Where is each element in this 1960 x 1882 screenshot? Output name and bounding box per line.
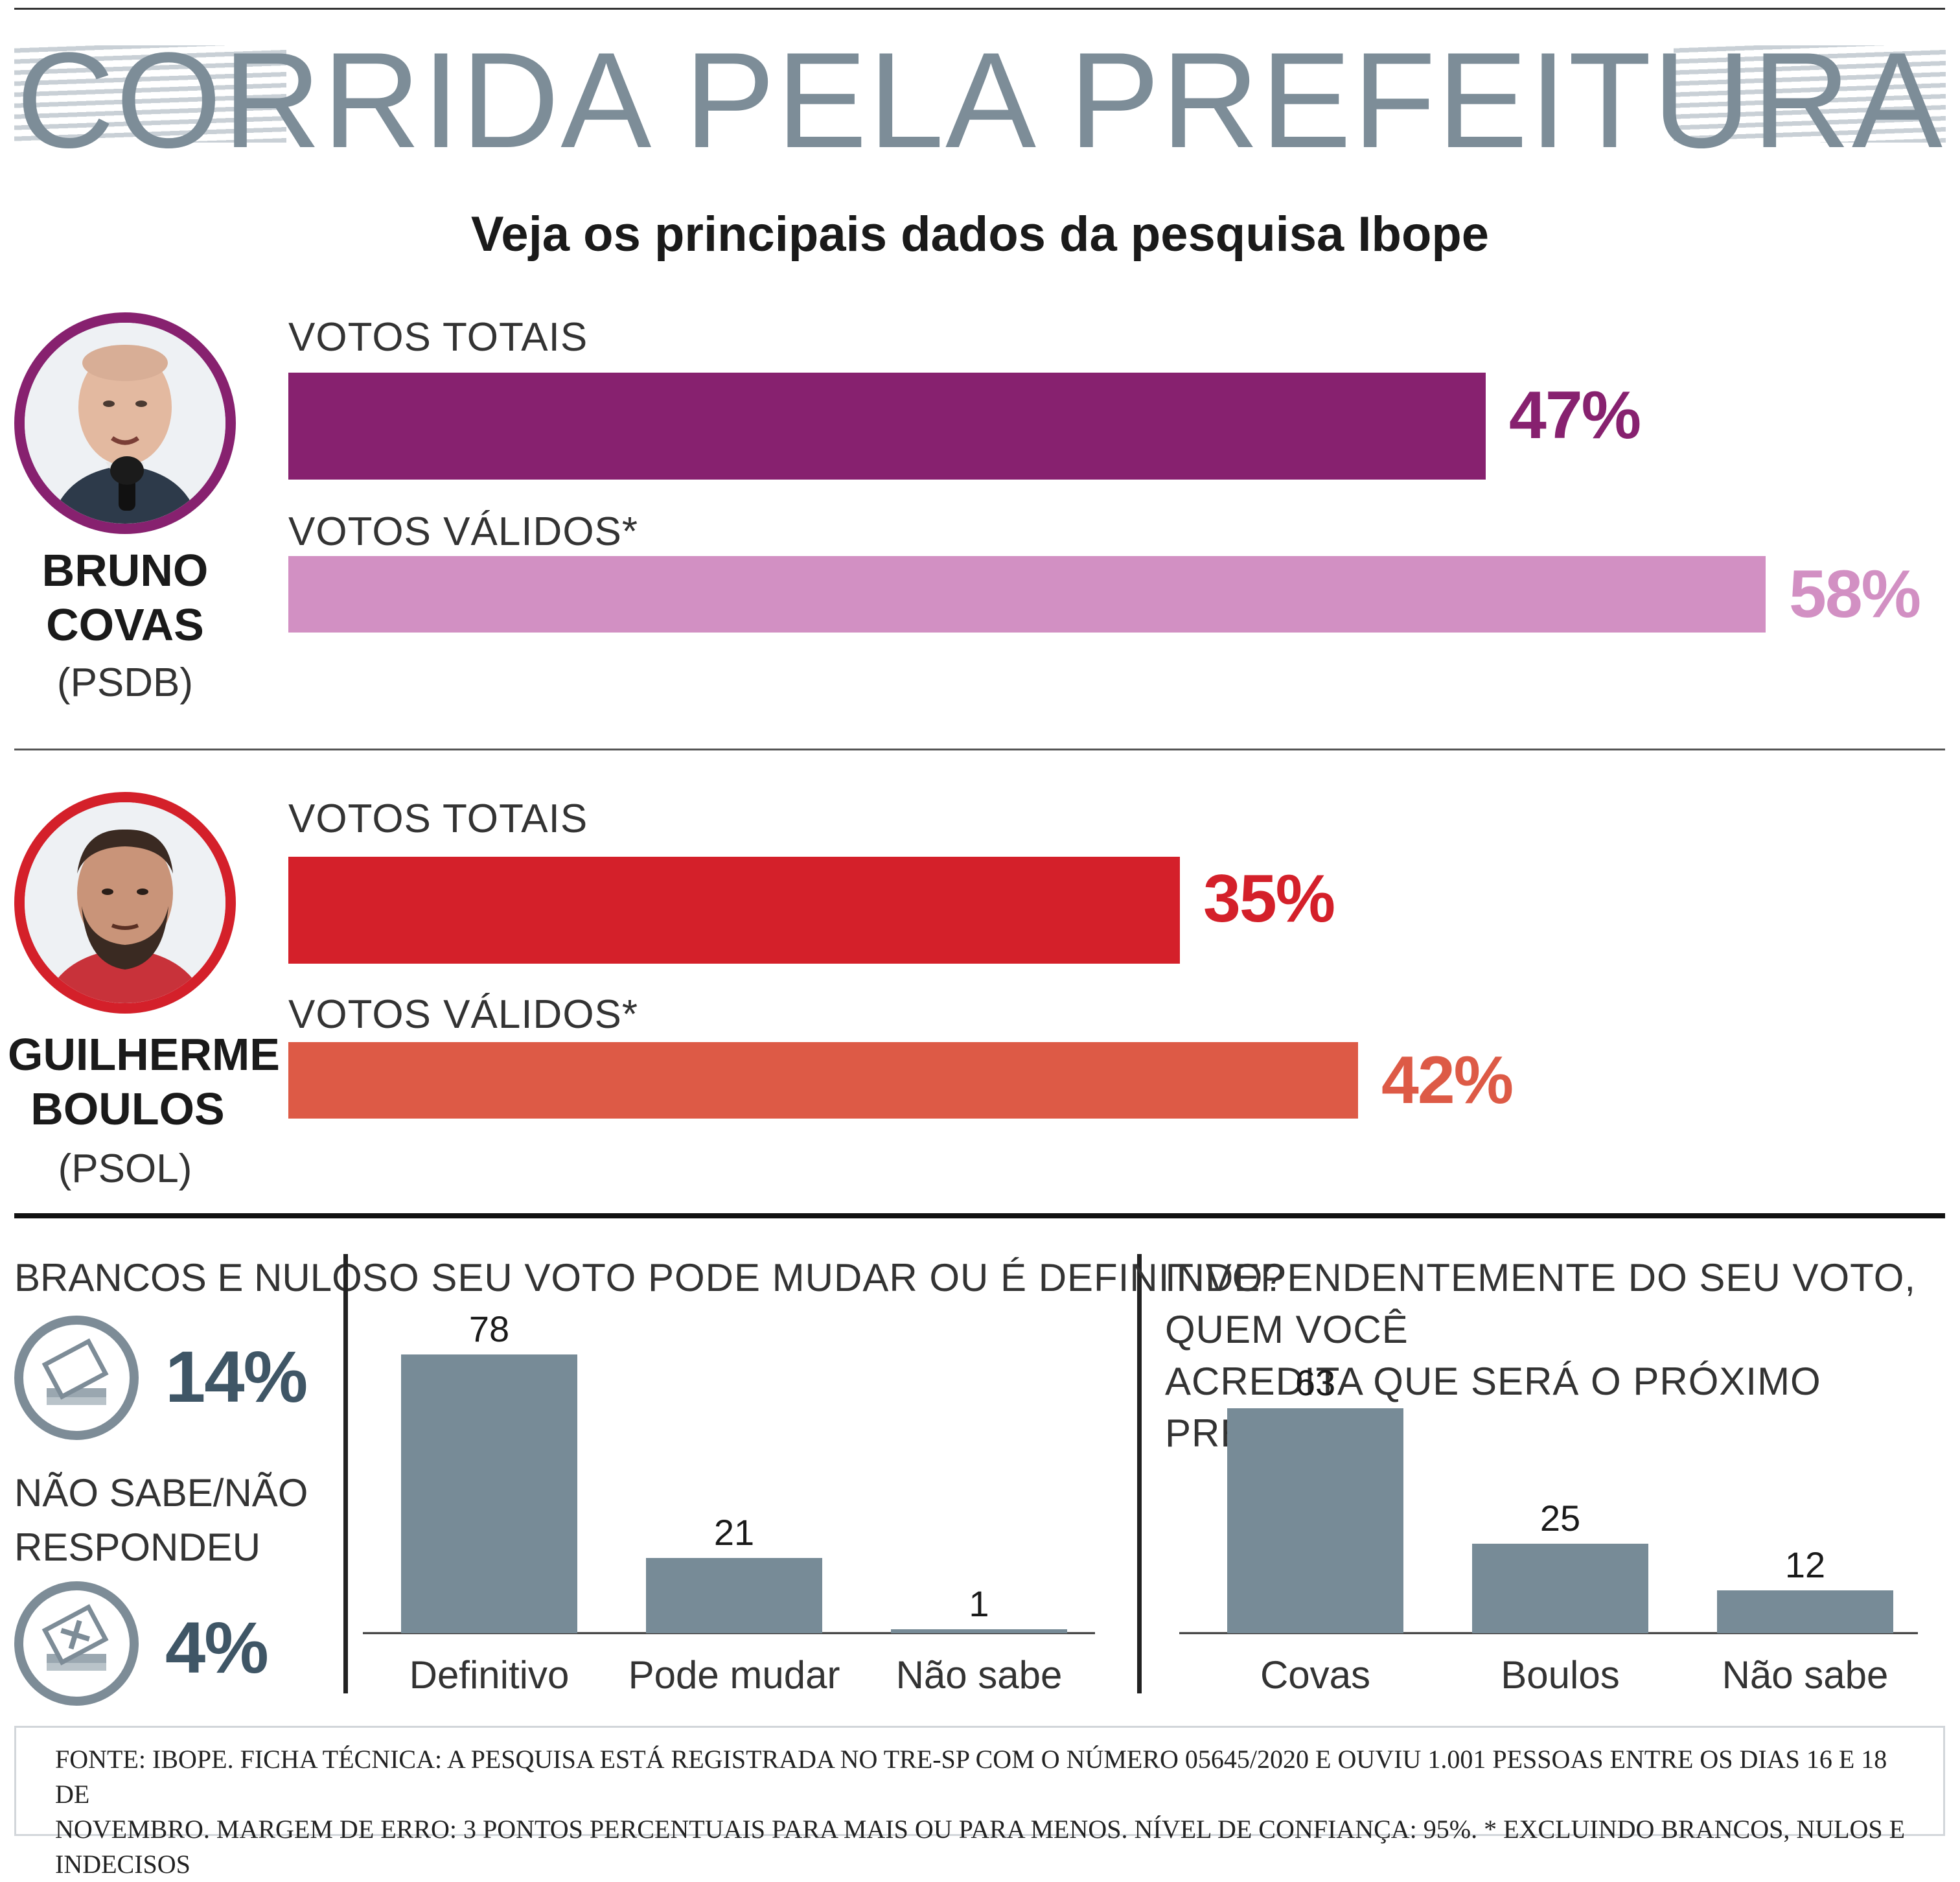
page-title: CORRIDA PELA PREFEITURA bbox=[16, 24, 1944, 176]
brancos-label: BRANCOS E NULOS bbox=[14, 1256, 388, 1299]
section-divider bbox=[14, 749, 1945, 750]
boulos-validos-bar bbox=[288, 1042, 1358, 1119]
covas-totais-label: VOTOS TOTAIS bbox=[288, 315, 588, 360]
boulos-totais-bar bbox=[288, 857, 1180, 964]
footer-line2: NOVEMBRO. MARGEM DE ERRO: 3 PONTOS PERCE… bbox=[55, 1815, 1906, 1879]
boulos-name-line2: BOULOS bbox=[30, 1084, 225, 1134]
covas-avatar bbox=[14, 312, 236, 534]
data-label: 63 bbox=[1295, 1362, 1335, 1403]
nao-sabe-label-line1: NÃO SABE/NÃO bbox=[14, 1471, 308, 1515]
q2-title-line1: INDEPENDENTEMENTE DO SEU VOTO, QUEM VOCÊ bbox=[1165, 1256, 1917, 1351]
covas-name: BRUNO COVAS bbox=[14, 543, 236, 652]
boulos-totais-value: 35% bbox=[1203, 861, 1335, 936]
covas-name-line2: COVAS bbox=[46, 599, 204, 650]
covas-portrait-icon bbox=[25, 323, 225, 524]
category-label: Não sabe bbox=[896, 1653, 1063, 1697]
bar-pode-mudar bbox=[646, 1558, 822, 1633]
boulos-name-line1: GUILHERME bbox=[8, 1029, 280, 1080]
bar-covas bbox=[1227, 1408, 1403, 1633]
top-rule bbox=[14, 8, 1945, 10]
category-label: Definitivo bbox=[409, 1653, 570, 1697]
covas-validos-value: 58% bbox=[1789, 557, 1921, 632]
data-label: 1 bbox=[969, 1583, 989, 1624]
page-subtitle: Veja os principais dados da pesquisa Ibo… bbox=[470, 207, 1490, 262]
covas-validos-bar bbox=[288, 556, 1766, 633]
q2-chart: 63 Covas 25 Boulos 12 Não sabe bbox=[1179, 1362, 1918, 1697]
bar-definitivo bbox=[401, 1354, 577, 1633]
category-label: Não sabe bbox=[1722, 1653, 1889, 1697]
column-divider-2 bbox=[1137, 1254, 1142, 1693]
q1-title: O SEU VOTO PODE MUDAR OU É DEFINITIVO? bbox=[389, 1256, 1286, 1299]
boulos-validos-label: VOTOS VÁLIDOS* bbox=[288, 992, 639, 1037]
footer-text: FONTE: IBOPE. FICHA TÉCNICA: A PESQUISA … bbox=[55, 1742, 1921, 1882]
category-label: Pode mudar bbox=[628, 1653, 840, 1697]
bottom-section-rule bbox=[14, 1213, 1945, 1218]
title-stripes-left bbox=[14, 45, 286, 143]
column-divider-1 bbox=[343, 1254, 348, 1693]
nao-sabe-label-line2: RESPONDEU bbox=[14, 1526, 261, 1569]
data-label: 78 bbox=[469, 1308, 509, 1349]
ballot-box-icon bbox=[14, 1316, 139, 1440]
covas-totais-bar bbox=[288, 373, 1486, 480]
footer-box bbox=[14, 1726, 1945, 1836]
category-label: Boulos bbox=[1501, 1653, 1619, 1697]
covas-party: (PSDB) bbox=[56, 660, 194, 705]
bar-n-o-sabe bbox=[1717, 1590, 1893, 1633]
covas-name-line1: BRUNO bbox=[41, 545, 209, 596]
covas-totais-value: 47% bbox=[1509, 378, 1641, 453]
boulos-name: GUILHERME BOULOS bbox=[8, 1027, 280, 1136]
data-label: 21 bbox=[714, 1512, 754, 1553]
category-label: Covas bbox=[1260, 1653, 1370, 1697]
q1-chart: 78 Definitivo 21 Pode mudar 1 Não sabe bbox=[363, 1308, 1095, 1697]
bar-boulos bbox=[1472, 1544, 1648, 1633]
title-stripes-right bbox=[1674, 45, 1946, 143]
data-label: 12 bbox=[1785, 1544, 1825, 1585]
bar-n-o-sabe bbox=[891, 1629, 1067, 1633]
boulos-totais-label: VOTOS TOTAIS bbox=[288, 796, 588, 841]
boulos-party: (PSOL) bbox=[58, 1146, 192, 1191]
ballot-x-icon bbox=[14, 1581, 139, 1706]
boulos-validos-value: 42% bbox=[1381, 1043, 1514, 1118]
footer-line1: FONTE: IBOPE. FICHA TÉCNICA: A PESQUISA … bbox=[55, 1745, 1887, 1809]
boulos-avatar bbox=[14, 792, 236, 1014]
boulos-portrait-icon bbox=[25, 802, 225, 1003]
data-label: 25 bbox=[1540, 1498, 1580, 1539]
brancos-value: 14% bbox=[165, 1336, 308, 1417]
nao-sabe-value: 4% bbox=[165, 1607, 269, 1688]
covas-validos-label: VOTOS VÁLIDOS* bbox=[288, 509, 639, 554]
nao-sabe-label: NÃO SABE/NÃO RESPONDEU bbox=[14, 1466, 308, 1575]
